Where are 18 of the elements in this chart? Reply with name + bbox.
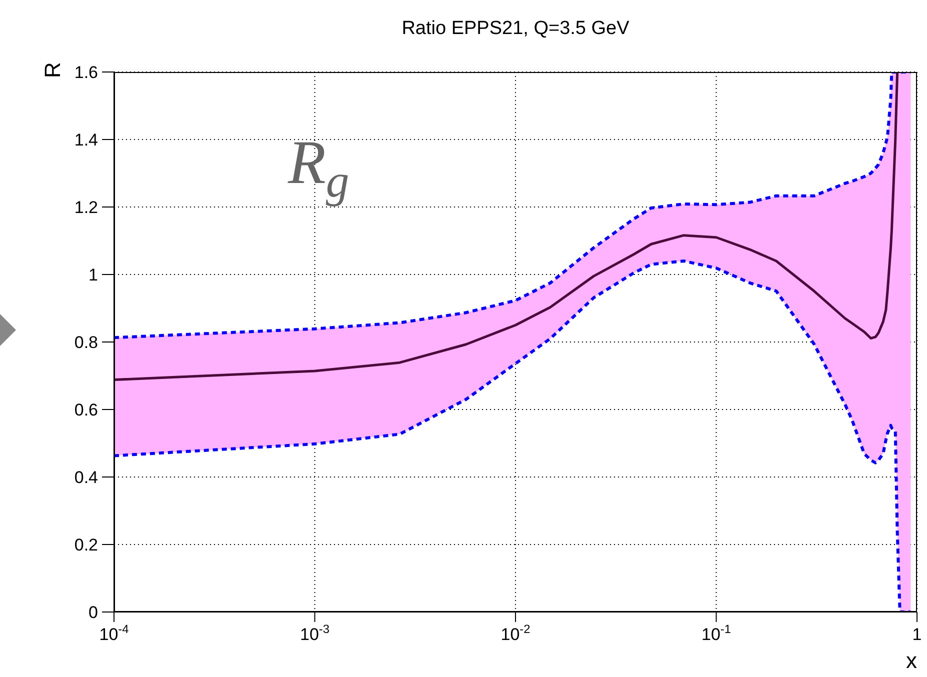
y-tick-label: 1 bbox=[88, 266, 98, 284]
y-tick-label: 0.8 bbox=[74, 333, 98, 352]
chart-title: Ratio EPPS21, Q=3.5 GeV bbox=[402, 18, 630, 39]
y-tick-label: 0.2 bbox=[74, 536, 98, 554]
y-tick-label: 1.2 bbox=[74, 198, 98, 217]
x-tick-label: 10$^{-2}$ bbox=[500, 622, 531, 644]
y-tick-label: 0.6 bbox=[74, 400, 98, 420]
x-tick-label: 10$^{-3}$ bbox=[300, 622, 330, 644]
y-tick-label: 1.6 bbox=[74, 63, 98, 82]
x-tick-label: 1 bbox=[912, 625, 922, 644]
y-axis-title: R bbox=[40, 62, 65, 78]
y-tick-label: 1.4 bbox=[74, 130, 98, 150]
x-tick-label: 10$^{-4}$ bbox=[99, 622, 130, 644]
x-axis-title: x bbox=[906, 648, 917, 673]
annotation: R$_{g}$ bbox=[288, 129, 350, 208]
y-tick-label: 0 bbox=[88, 603, 98, 622]
x-tick-label: 10$^{-1}$ bbox=[702, 622, 732, 644]
y-tick-label: 0.4 bbox=[74, 468, 98, 487]
